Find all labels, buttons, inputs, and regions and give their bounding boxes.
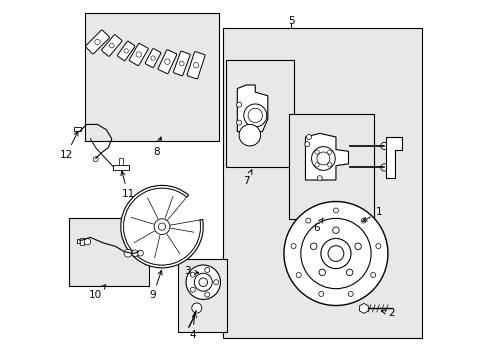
Bar xyxy=(69,218,149,286)
Circle shape xyxy=(124,249,132,257)
Circle shape xyxy=(327,150,331,154)
Circle shape xyxy=(380,164,387,171)
Circle shape xyxy=(290,243,295,248)
FancyBboxPatch shape xyxy=(102,35,122,56)
Circle shape xyxy=(296,273,301,278)
FancyBboxPatch shape xyxy=(129,43,148,66)
Text: 5: 5 xyxy=(287,17,294,27)
Polygon shape xyxy=(237,85,267,132)
Circle shape xyxy=(300,219,370,289)
Circle shape xyxy=(304,141,309,147)
Bar xyxy=(119,158,122,165)
FancyBboxPatch shape xyxy=(158,50,176,73)
Wedge shape xyxy=(123,188,200,265)
Text: 3: 3 xyxy=(183,266,198,276)
Circle shape xyxy=(236,102,241,107)
Circle shape xyxy=(136,52,141,57)
Circle shape xyxy=(354,243,361,249)
Circle shape xyxy=(151,56,155,60)
Circle shape xyxy=(360,218,366,223)
Text: 11: 11 xyxy=(121,171,134,199)
Circle shape xyxy=(320,238,350,269)
Circle shape xyxy=(333,208,338,213)
Bar xyxy=(77,239,83,243)
Bar xyxy=(74,127,81,131)
Text: 12: 12 xyxy=(60,131,78,160)
Circle shape xyxy=(179,61,184,66)
FancyBboxPatch shape xyxy=(173,51,190,76)
Circle shape xyxy=(305,218,310,223)
Circle shape xyxy=(154,219,169,234)
Circle shape xyxy=(84,238,90,245)
Circle shape xyxy=(193,63,198,68)
Text: 7: 7 xyxy=(243,170,251,186)
Circle shape xyxy=(158,223,165,230)
Circle shape xyxy=(306,134,311,139)
Circle shape xyxy=(370,273,375,278)
Circle shape xyxy=(204,292,209,297)
Circle shape xyxy=(318,292,323,297)
Text: 8: 8 xyxy=(153,137,162,157)
Bar xyxy=(113,165,128,170)
Circle shape xyxy=(137,250,143,256)
Circle shape xyxy=(164,59,170,64)
Bar xyxy=(225,60,293,167)
Bar xyxy=(223,28,421,338)
Circle shape xyxy=(239,125,260,146)
Circle shape xyxy=(316,152,329,165)
Circle shape xyxy=(311,147,335,170)
Circle shape xyxy=(317,176,322,181)
Bar xyxy=(178,259,226,332)
Circle shape xyxy=(247,108,262,123)
Circle shape xyxy=(109,43,114,48)
Circle shape xyxy=(213,280,218,285)
Text: 9: 9 xyxy=(149,270,162,301)
Circle shape xyxy=(204,267,209,273)
Circle shape xyxy=(132,250,138,256)
FancyBboxPatch shape xyxy=(187,52,204,79)
Circle shape xyxy=(190,272,195,277)
FancyBboxPatch shape xyxy=(145,49,161,68)
Circle shape xyxy=(310,243,316,249)
Circle shape xyxy=(347,292,352,297)
Circle shape xyxy=(185,265,220,300)
Circle shape xyxy=(318,269,325,276)
Text: 10: 10 xyxy=(89,285,105,300)
Bar xyxy=(80,238,84,245)
Circle shape xyxy=(314,150,319,154)
Bar xyxy=(85,13,219,140)
Circle shape xyxy=(93,157,98,162)
Circle shape xyxy=(327,163,331,167)
Circle shape xyxy=(194,273,212,291)
Text: 1: 1 xyxy=(362,207,382,221)
FancyBboxPatch shape xyxy=(85,30,109,54)
Circle shape xyxy=(95,39,100,45)
FancyBboxPatch shape xyxy=(117,41,135,61)
Circle shape xyxy=(314,163,319,167)
Polygon shape xyxy=(305,134,348,180)
Circle shape xyxy=(236,120,241,125)
Circle shape xyxy=(332,227,339,233)
Circle shape xyxy=(199,278,207,287)
Circle shape xyxy=(346,269,352,276)
Circle shape xyxy=(244,104,266,127)
Circle shape xyxy=(191,303,202,313)
Circle shape xyxy=(380,142,387,149)
Circle shape xyxy=(327,246,343,261)
Text: 2: 2 xyxy=(381,309,394,318)
Polygon shape xyxy=(386,137,402,178)
Circle shape xyxy=(124,49,128,53)
Wedge shape xyxy=(121,185,203,268)
Circle shape xyxy=(190,287,195,292)
Text: 4: 4 xyxy=(189,313,196,340)
Text: 6: 6 xyxy=(312,218,323,233)
Bar xyxy=(289,114,373,220)
Circle shape xyxy=(375,243,380,248)
Circle shape xyxy=(284,202,387,306)
